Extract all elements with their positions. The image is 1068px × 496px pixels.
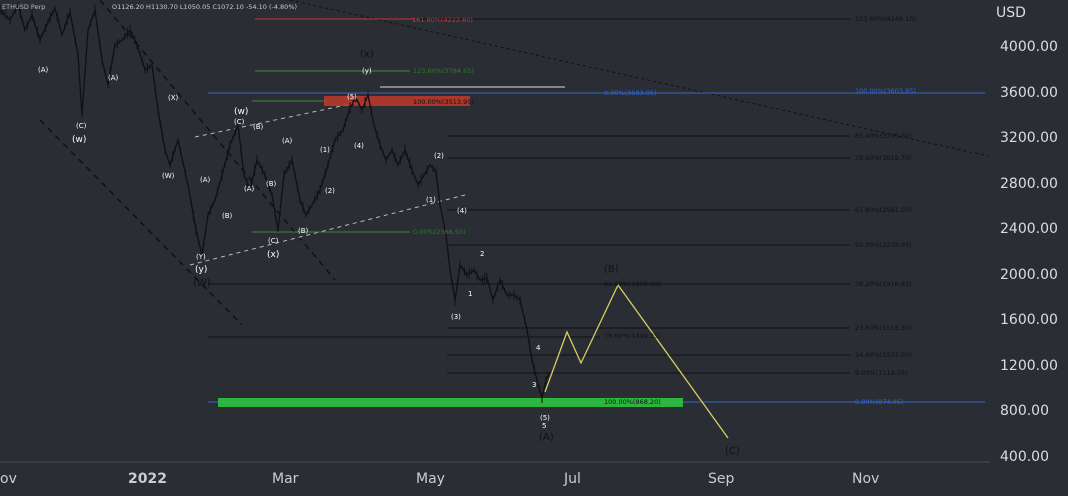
wave-label-n1: (1) xyxy=(320,146,330,154)
fib-label-161: 161.80%(4222.80) xyxy=(412,16,473,24)
wave-label-C2: (C) xyxy=(234,118,245,126)
price-tick: 400.00 xyxy=(1000,449,1049,465)
wave-label-n5b: (5) xyxy=(540,414,550,422)
fib-label-blue-right: 100.00%(3603.85) xyxy=(855,87,916,95)
price-tick: 800.00 xyxy=(1000,403,1049,419)
wave-label-sub2: (2) xyxy=(434,152,444,160)
fib-label-146: 14.60%(1272.60) xyxy=(855,351,912,359)
wave-label-x-top: (x) xyxy=(360,49,374,60)
fib-label-786-mid: 78.60%(1449.35) xyxy=(604,332,661,340)
price-tick: 4000.00 xyxy=(1000,39,1058,55)
fib-label-382: 38.20%(1916.85) xyxy=(855,280,912,288)
price-tick: 1600.00 xyxy=(1000,312,1058,328)
wave-label-s3: 3 xyxy=(532,381,536,389)
price-tick: 3600.00 xyxy=(1000,85,1058,101)
trend-upper-white xyxy=(194,101,361,138)
wave-label-C3: (C) xyxy=(268,237,279,245)
price-tick: 2000.00 xyxy=(1000,267,1058,283)
wave-label-B: (B) xyxy=(604,264,619,275)
fib-label-618-mid: 61.80%(1905.00) xyxy=(604,280,661,288)
time-tick: Nov xyxy=(852,471,879,487)
fib-label-123-right: 123.60%(4248.10) xyxy=(855,15,916,23)
wave-label-sub3: (4) xyxy=(457,207,467,215)
wave-label-B1: (B) xyxy=(222,212,233,220)
wave-label-w-mid: (w) xyxy=(234,107,248,117)
fib-label-236: 23.60%(1518.30) xyxy=(855,324,912,332)
fib-label-9: 9.00%(1119.75) xyxy=(855,369,908,377)
wave-label-sub3b: (3) xyxy=(451,313,461,321)
price-tick: 2400.00 xyxy=(1000,221,1058,237)
wave-label-y-low: (y) xyxy=(195,265,207,275)
wave-label-C1: (C) xyxy=(76,122,87,130)
green-zone-box xyxy=(218,398,683,407)
fib-label-786: 78.60%(3019.70) xyxy=(855,154,912,162)
channel-lower-dashed xyxy=(39,119,243,326)
time-tick: ov xyxy=(0,471,17,487)
wave-label-Y1: (Y) xyxy=(196,253,206,261)
fib-label-green-123: 123.60%(3784.65) xyxy=(413,67,474,75)
wave-label-s5: 5 xyxy=(542,422,546,430)
wave-label-B-mid: (B) xyxy=(266,180,277,188)
price-series xyxy=(0,3,551,399)
trendline-dotted xyxy=(289,0,989,157)
wave-label-A-mid: (A) xyxy=(244,185,255,193)
price-tick: 3200.00 xyxy=(1000,130,1058,146)
wave-label-w-top: (w) xyxy=(72,135,86,145)
wave-label-C: (C) xyxy=(725,446,740,457)
channel-upper-dashed xyxy=(99,0,336,281)
wave-label-A-mid2: (A) xyxy=(282,137,293,145)
wave-label-A3: (A) xyxy=(108,74,119,82)
price-axis-bg[interactable] xyxy=(990,0,1068,496)
fib-label-50: 50.00%(2238.95) xyxy=(855,241,912,249)
fib-label-618: 61.80%(2561.05) xyxy=(855,206,912,214)
wave-label-s2: 2 xyxy=(480,250,484,258)
wave-label-A: (A) xyxy=(539,432,554,443)
red-zone-box xyxy=(324,96,470,106)
wave-label-A1: (A) xyxy=(38,66,49,74)
ohlc-readout: O1126.20 H1130.70 L1050.05 C1072.10 -54.… xyxy=(112,3,297,11)
time-tick: Mar xyxy=(272,471,299,487)
wave-label-W1: (W) xyxy=(162,172,175,180)
time-tick: 2022 xyxy=(128,471,167,487)
time-tick: Sep xyxy=(708,471,735,487)
wave-label-E: (B) xyxy=(298,227,309,235)
wave-label-s1: 1 xyxy=(468,290,472,298)
time-axis-ticks[interactable]: ov 2022 Mar May Jul Sep Nov xyxy=(0,471,879,487)
wave-label-s4: 4 xyxy=(536,344,541,352)
fib-label-green-0: 0.00%(2366.50) xyxy=(413,228,466,236)
wave-label-n2: (2) xyxy=(325,187,335,195)
price-tick: 1200.00 xyxy=(1000,358,1058,374)
currency-label: USD xyxy=(996,5,1026,21)
fib-label-blue-low: 0.00%(874.05) xyxy=(855,398,903,406)
fib-label-red-box: 100.00%(3513.95) xyxy=(413,98,474,106)
fib-label-green-box: 100.00%(868.20) xyxy=(604,398,661,406)
wave-label-n5: (5) xyxy=(347,93,357,101)
wave-label-X: (X) xyxy=(168,94,179,102)
wave-label-sub1: (1) xyxy=(426,196,436,204)
symbol-label[interactable]: ETHUSD Perp xyxy=(2,3,45,11)
wave-label-x-mid: (x) xyxy=(267,250,279,260)
fib-label-blue-mid: 0.00%(3583.95) xyxy=(604,89,657,97)
price-tick: 2800.00 xyxy=(1000,176,1058,192)
wave-label-vstack: (y) xyxy=(362,67,372,75)
projection-path xyxy=(544,283,729,439)
fib-label-854: 85.40%(3205.30) xyxy=(855,132,912,140)
wave-label-B2: (B) xyxy=(253,123,264,131)
time-tick: May xyxy=(416,471,445,487)
wave-label-A2: (A) xyxy=(200,176,211,184)
candle-wicks xyxy=(0,2,549,403)
price-axis-ticks[interactable]: 4000.00 3600.00 3200.00 2800.00 2400.00 … xyxy=(1000,39,1058,465)
time-tick: Jul xyxy=(563,471,581,487)
wave-label-n4: (4) xyxy=(354,142,364,150)
wave-label-w-low: (W) xyxy=(193,278,211,289)
